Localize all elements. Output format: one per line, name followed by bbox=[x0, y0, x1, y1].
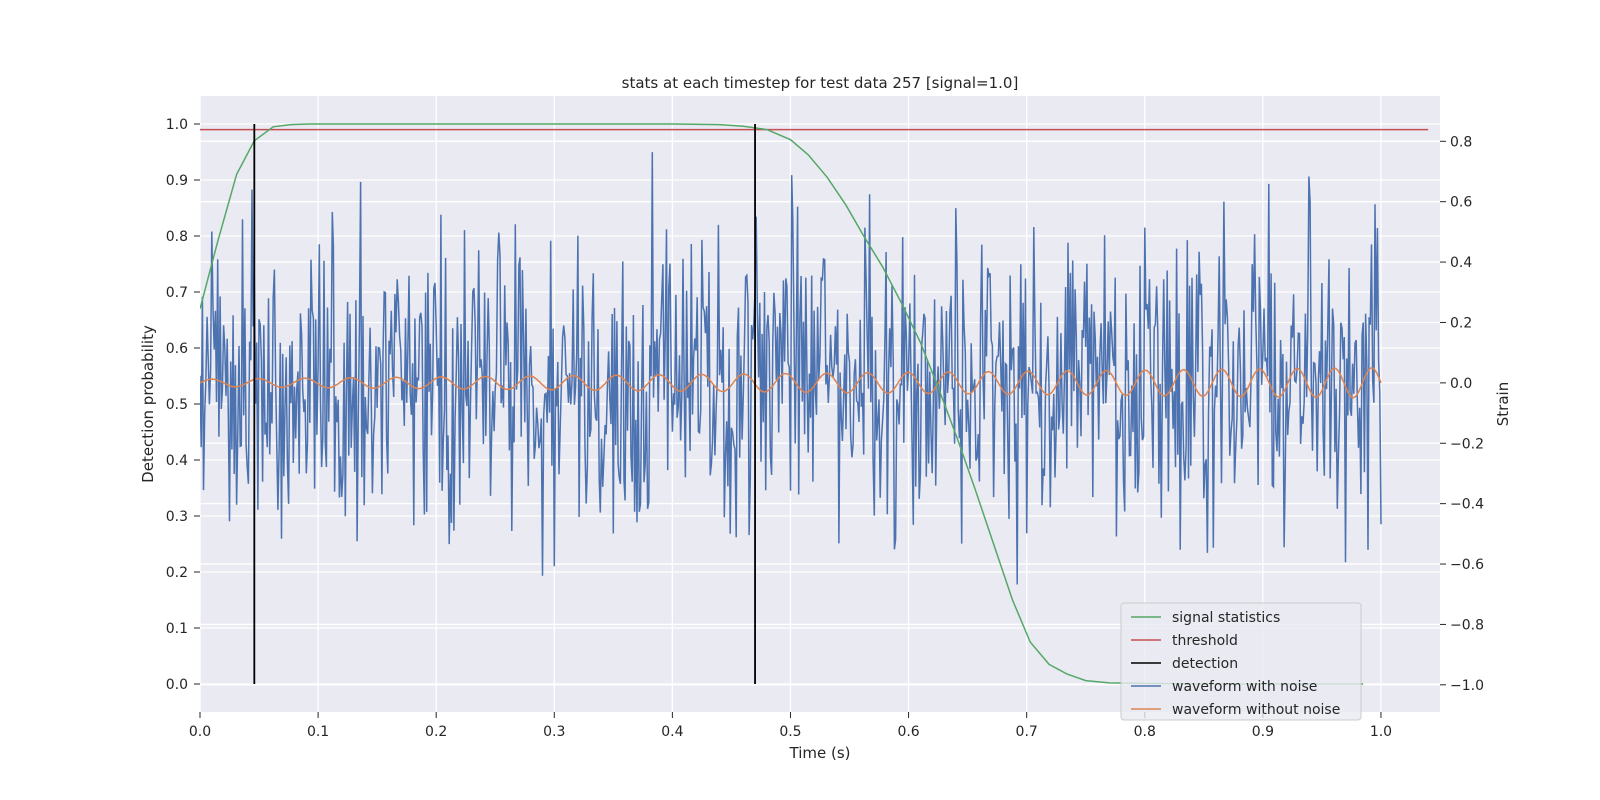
y-right-tick-label: −0.4 bbox=[1450, 497, 1484, 513]
y-right-tick-label: 0.6 bbox=[1450, 195, 1472, 211]
y-right-tick-label: −0.6 bbox=[1450, 557, 1484, 573]
legend-label-threshold: threshold bbox=[1172, 633, 1238, 649]
x-tick-label: 0.0 bbox=[189, 724, 211, 740]
y-axis-label-left: Detection probability bbox=[139, 325, 157, 483]
x-tick-label: 0.3 bbox=[543, 724, 565, 740]
y-left-tick-label: 0.4 bbox=[166, 453, 188, 469]
y-left-tick-label: 0.0 bbox=[166, 677, 188, 693]
x-tick-label: 0.5 bbox=[779, 724, 801, 740]
x-tick-label: 1.0 bbox=[1370, 724, 1392, 740]
y-right-tick-label: −1.0 bbox=[1450, 678, 1484, 694]
legend-label-signal: signal statistics bbox=[1172, 610, 1280, 626]
series-waveform-without-noise bbox=[200, 367, 1382, 399]
x-tick-label: 0.1 bbox=[307, 724, 329, 740]
y-right-tick-label: 0.4 bbox=[1450, 255, 1472, 271]
series-waveform-with-noise bbox=[200, 152, 1382, 585]
legend-label-clean: waveform without noise bbox=[1172, 702, 1340, 718]
x-tick-label: 0.8 bbox=[1134, 724, 1156, 740]
y-left-tick-label: 0.9 bbox=[166, 173, 188, 189]
y-axis-label-right: Strain bbox=[1494, 382, 1512, 426]
ticks: 0.0 0.1 0.2 0.3 0.4 0.5 0.6 0.7 0.8 0.9 1.0 0.0 0.1 0… bbox=[166, 117, 1484, 740]
x-axis-label: Time (s) bbox=[789, 744, 851, 762]
y-left-tick-label: 0.7 bbox=[166, 285, 188, 301]
y-left-tick-label: 0.8 bbox=[166, 229, 188, 245]
chart-title: stats at each timestep for test data 257… bbox=[622, 74, 1019, 92]
y-left-tick-label: 0.1 bbox=[166, 621, 188, 637]
y-left-tick-label: 0.5 bbox=[166, 397, 188, 413]
y-right-tick-label: 0.0 bbox=[1450, 376, 1472, 392]
legend-label-detection: detection bbox=[1172, 656, 1238, 672]
y-right-tick-label: 0.2 bbox=[1450, 315, 1472, 331]
legend-label-noisy: waveform with noise bbox=[1172, 679, 1317, 695]
x-tick-label: 0.9 bbox=[1252, 724, 1274, 740]
x-tick-label: 0.4 bbox=[661, 724, 683, 740]
y-left-tick-label: 0.6 bbox=[166, 341, 188, 357]
series-layer bbox=[200, 123, 1429, 685]
series-signal-statistics bbox=[200, 123, 1364, 685]
y-right-tick-label: −0.2 bbox=[1450, 436, 1484, 452]
legend-frame bbox=[1120, 602, 1362, 721]
y-left-tick-label: 0.3 bbox=[166, 509, 188, 525]
y-right-tick-label: −0.8 bbox=[1450, 617, 1484, 633]
x-tick-label: 0.7 bbox=[1016, 724, 1038, 740]
x-tick-label: 0.6 bbox=[897, 724, 919, 740]
legend: signal statistics threshold detection wa… bbox=[1120, 602, 1362, 721]
x-tick-label: 0.2 bbox=[425, 724, 447, 740]
y-left-tick-label: 0.2 bbox=[166, 565, 188, 581]
y-left-tick-label: 1.0 bbox=[166, 117, 188, 133]
y-right-tick-label: 0.8 bbox=[1450, 134, 1472, 150]
